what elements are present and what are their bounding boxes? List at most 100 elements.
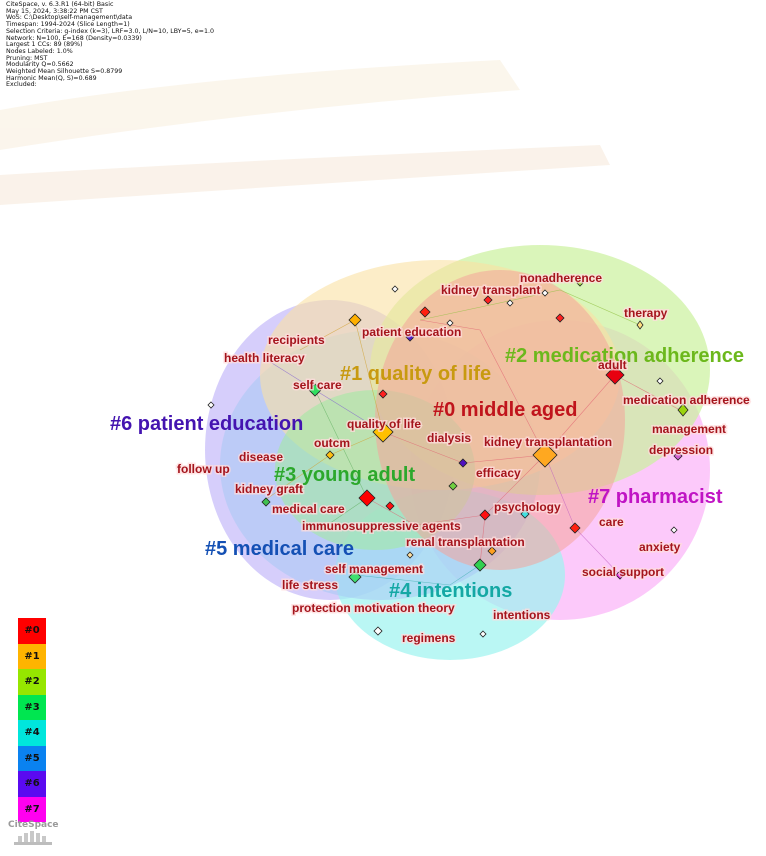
legend-item: #5 bbox=[18, 745, 46, 771]
cluster-label-7[interactable]: #7 pharmacist bbox=[588, 486, 723, 508]
info-line: Excluded: bbox=[6, 81, 37, 89]
keyword-label[interactable]: depression bbox=[648, 442, 715, 459]
keyword-label[interactable]: anxiety bbox=[638, 539, 683, 556]
node-recipients[interactable] bbox=[348, 313, 362, 327]
info-line: May 15, 2024, 3:38:22 PM CST bbox=[6, 7, 103, 15]
node-minor[interactable] bbox=[506, 299, 514, 307]
node-minor[interactable] bbox=[656, 377, 664, 385]
keyword-label[interactable]: therapy bbox=[623, 305, 670, 322]
node-therapy[interactable] bbox=[636, 320, 644, 330]
keyword-label[interactable]: medical care bbox=[271, 501, 347, 518]
node-kidney-transplantation[interactable] bbox=[532, 442, 558, 468]
node-middle-aged-hub[interactable] bbox=[358, 489, 376, 507]
keyword-label[interactable]: intentions bbox=[492, 607, 553, 624]
keyword-label[interactable]: recipients bbox=[267, 332, 327, 349]
node-minor[interactable] bbox=[483, 295, 493, 305]
keyword-label[interactable]: protection motivation theory bbox=[291, 600, 457, 617]
node-life-stress[interactable] bbox=[348, 570, 362, 584]
logo-icon bbox=[14, 831, 52, 845]
keyword-label[interactable]: management bbox=[651, 421, 728, 438]
keyword-label[interactable]: follow up bbox=[176, 461, 232, 478]
cluster-label-0[interactable]: #0 middle aged bbox=[433, 399, 578, 421]
node-minor[interactable] bbox=[576, 279, 584, 287]
node-minor[interactable] bbox=[670, 526, 678, 534]
keyword-label[interactable]: self care bbox=[292, 377, 344, 394]
keyword-label[interactable]: dialysis bbox=[426, 430, 473, 447]
keyword-label[interactable]: kidney transplantation bbox=[483, 434, 614, 451]
link-line bbox=[354, 564, 481, 586]
node-minor[interactable] bbox=[378, 389, 388, 399]
node-minor[interactable] bbox=[391, 285, 399, 293]
legend-item: #2 bbox=[18, 669, 46, 695]
keyword-label[interactable]: self management bbox=[324, 561, 425, 578]
link-line bbox=[366, 497, 486, 526]
node-psychology[interactable] bbox=[479, 509, 491, 521]
timeline-band bbox=[0, 145, 610, 205]
node-medical-care[interactable] bbox=[385, 501, 395, 511]
node-efficacy[interactable] bbox=[448, 481, 458, 491]
keyword-label[interactable]: psychology bbox=[493, 499, 563, 516]
info-line: Network: N=100, E=168 (Density=0.0339) bbox=[6, 34, 142, 42]
node-minor[interactable] bbox=[520, 509, 530, 519]
keyword-label[interactable]: nonadherence bbox=[519, 270, 604, 287]
keyword-label[interactable]: disease bbox=[238, 449, 285, 466]
keyword-label[interactable]: outcm bbox=[313, 435, 352, 452]
citespace-logo: CiteSpace bbox=[8, 820, 59, 854]
timeline-bands bbox=[0, 60, 610, 205]
node-patient-education[interactable] bbox=[405, 332, 415, 342]
timeline-band bbox=[0, 60, 520, 150]
logo-text: CiteSpace bbox=[8, 820, 59, 830]
node-minor[interactable] bbox=[373, 626, 383, 636]
node-depression[interactable] bbox=[673, 451, 683, 461]
node-minor[interactable] bbox=[479, 630, 487, 638]
cluster-label-6[interactable]: #6 patient education bbox=[110, 413, 303, 435]
cluster-label-4[interactable]: #4 intentions bbox=[389, 580, 512, 602]
node-minor[interactable] bbox=[555, 313, 565, 323]
node-minor[interactable] bbox=[541, 289, 549, 297]
keyword-label[interactable]: care bbox=[598, 514, 626, 531]
keyword-label[interactable]: immunosuppressive agents bbox=[301, 518, 463, 535]
keyword-label[interactable]: health literacy bbox=[223, 350, 307, 367]
keyword-label[interactable]: regimens bbox=[401, 630, 458, 647]
network-summary: CiteSpace, v. 6.3.R1 (64-bit) Basic May … bbox=[6, 1, 214, 89]
node-care[interactable] bbox=[569, 522, 581, 534]
node-social-support[interactable] bbox=[615, 570, 625, 580]
keyword-label[interactable]: medication adherence bbox=[622, 392, 752, 409]
legend-item: #1 bbox=[18, 643, 46, 669]
cluster-label-1[interactable]: #1 quality of life bbox=[340, 363, 491, 385]
node-dialysis[interactable] bbox=[458, 458, 468, 468]
keyword-label[interactable]: kidney graft bbox=[234, 481, 305, 498]
node-kidney-transplant[interactable] bbox=[419, 306, 431, 318]
link-line bbox=[419, 319, 546, 456]
cluster-label-2[interactable]: #2 medication adherence bbox=[505, 345, 744, 367]
legend-item: #6 bbox=[18, 771, 46, 797]
node-medication-adherence[interactable] bbox=[677, 403, 689, 417]
info-line: WoS: C:\Desktop\self-management\data bbox=[6, 14, 133, 22]
node-disease[interactable] bbox=[261, 497, 271, 507]
node-minor[interactable] bbox=[446, 319, 454, 327]
node-quality-of-life[interactable] bbox=[372, 421, 394, 443]
hull-cluster-0[interactable] bbox=[375, 270, 625, 570]
info-line: Modularity Q=0.5662 bbox=[6, 61, 74, 69]
node-adult[interactable] bbox=[605, 365, 625, 385]
keyword-label[interactable]: life stress bbox=[281, 577, 340, 594]
keyword-label[interactable]: kidney transplant bbox=[440, 282, 542, 299]
node-minor[interactable] bbox=[406, 551, 414, 559]
link-line bbox=[419, 289, 641, 326]
node-self-care[interactable] bbox=[308, 383, 322, 397]
node-outcm[interactable] bbox=[325, 450, 335, 460]
keyword-label[interactable]: quality of life bbox=[346, 416, 423, 433]
keyword-label[interactable]: patient education bbox=[361, 324, 463, 341]
keyword-label[interactable]: social support bbox=[581, 564, 666, 581]
cluster-label-3[interactable]: #3 young adult bbox=[274, 464, 415, 486]
legend-item: #7 bbox=[18, 796, 46, 822]
node-self-management[interactable] bbox=[473, 558, 487, 572]
cluster-label-5[interactable]: #5 medical care bbox=[205, 538, 354, 560]
keyword-label[interactable]: renal transplantation bbox=[405, 534, 527, 551]
node-minor[interactable] bbox=[207, 401, 215, 409]
keyword-label[interactable]: adult bbox=[597, 357, 629, 374]
info-line: Harmonic Mean(Q, S)=0.689 bbox=[6, 74, 97, 82]
keyword-label[interactable]: efficacy bbox=[475, 465, 523, 482]
node-renal-transplantation[interactable] bbox=[487, 546, 497, 556]
